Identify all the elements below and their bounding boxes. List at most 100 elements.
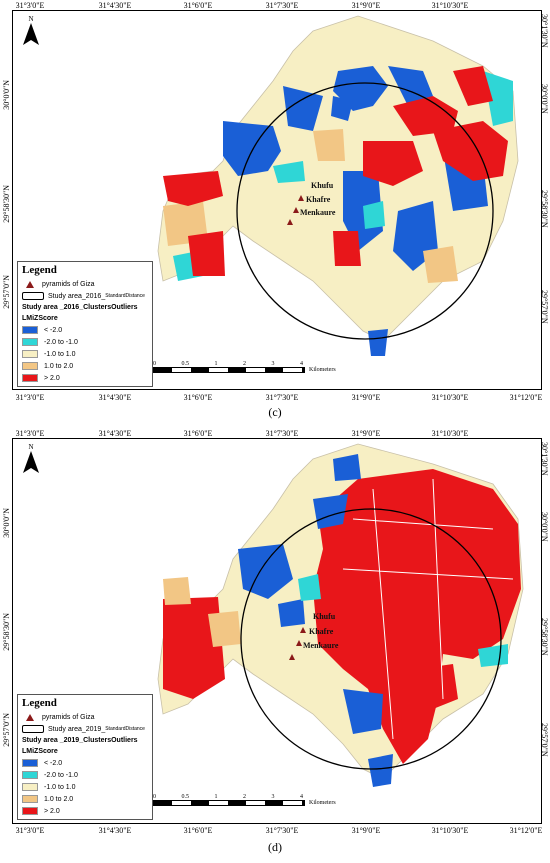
bottom-tick: 31°6'0"E bbox=[183, 826, 213, 835]
bottom-tick: 31°10'30"E bbox=[431, 826, 469, 835]
map-canvas bbox=[157, 443, 524, 787]
pyramid-marker-khafre bbox=[296, 640, 302, 646]
north-label: N bbox=[28, 443, 34, 451]
pyramid-label: Khufu bbox=[311, 181, 334, 190]
scale-tick: 3 bbox=[271, 361, 275, 367]
cluster-pos1-pos2 bbox=[163, 577, 191, 605]
study-area-symbol bbox=[22, 725, 44, 733]
cluster-lt-neg2 bbox=[368, 329, 388, 356]
right-tick: 30°1'30"N bbox=[540, 442, 549, 476]
swatch-neg2-neg1 bbox=[22, 771, 38, 779]
legend-class: < -2.0 bbox=[44, 326, 63, 334]
cluster-lt-neg2 bbox=[331, 96, 353, 121]
legend-clusters-heading: Study area _2016_ClustersOutliers bbox=[22, 304, 138, 311]
legend-label: pyramids of Giza bbox=[42, 280, 95, 288]
panel-caption: (d) bbox=[268, 840, 282, 854]
map-panel-d: 31°3'0"E 31°4'30"E 31°6'0"E 31°7'30"E 31… bbox=[0, 428, 550, 863]
scale-tick: 4 bbox=[300, 794, 303, 800]
panel-caption: (c) bbox=[268, 405, 282, 419]
scale-tick: 0 bbox=[153, 361, 156, 367]
left-tick: 29°57'0"N bbox=[2, 275, 11, 309]
cluster-lt-neg2 bbox=[343, 689, 383, 734]
right-tick: 29°57'0"N bbox=[540, 723, 549, 757]
left-tick: 29°57'0"N bbox=[2, 713, 11, 747]
legend: Legend pyramids of Giza Study area_2016_… bbox=[17, 261, 153, 387]
cluster-gt-pos2 bbox=[333, 231, 361, 266]
right-tick: 29°58'30"N bbox=[540, 190, 549, 228]
road-network bbox=[342, 478, 514, 740]
legend-class: < -2.0 bbox=[44, 759, 63, 767]
bottom-tick: 31°3'0"E bbox=[15, 826, 45, 835]
cluster-pos1-pos2 bbox=[313, 129, 345, 161]
pyramid-marker-khafre bbox=[293, 207, 299, 213]
pyramid-icon bbox=[26, 280, 34, 288]
cluster-neg2-neg1 bbox=[483, 71, 513, 126]
bottom-tick: 31°6'0"E bbox=[183, 393, 213, 402]
swatch-pos1-pos2 bbox=[22, 795, 38, 803]
left-tick: 29°58'30"N bbox=[2, 185, 11, 223]
scale-tick: 0.5 bbox=[181, 361, 190, 367]
swatch-gt-pos2 bbox=[22, 374, 38, 382]
legend-clusters-heading: Study area _2019_ClustersOutliers bbox=[22, 737, 138, 744]
cluster-lt-neg2 bbox=[313, 494, 348, 529]
cluster-gt-pos2 bbox=[163, 597, 225, 699]
top-tick: 31°10'30"E bbox=[431, 1, 469, 10]
cluster-lt-neg2 bbox=[223, 121, 281, 176]
scale-tick: 3 bbox=[271, 794, 275, 800]
top-tick: 31°7'30"E bbox=[265, 1, 299, 10]
swatch-lt-neg2 bbox=[22, 326, 38, 334]
legend-score-heading: LMiZScore bbox=[22, 748, 58, 755]
cluster-neg2-neg1 bbox=[273, 161, 305, 183]
top-tick: 31°9'0"E bbox=[351, 1, 381, 10]
bottom-tick: 31°4'30"E bbox=[98, 393, 132, 402]
legend-class: -2.0 to -1.0 bbox=[44, 771, 78, 779]
pyramid-label: Khafre bbox=[306, 195, 331, 204]
cluster-neg2-neg1 bbox=[298, 574, 321, 601]
right-tick: 29°58'30"N bbox=[540, 618, 549, 656]
map-frame: Khufu Khafre Menkaure N Legend pyramids … bbox=[12, 10, 542, 390]
swatch-pos1-pos2 bbox=[22, 362, 38, 370]
map-frame: Khufu Khafre Menkaure N Legend pyramids … bbox=[12, 438, 542, 824]
pyramid-label: Menkaure bbox=[303, 641, 339, 650]
bottom-tick: 31°12'0"E bbox=[509, 393, 543, 402]
pyramid-marker-khufu bbox=[298, 195, 304, 201]
legend-label: pyramids of Giza bbox=[42, 713, 95, 721]
cluster-gt-pos2 bbox=[363, 141, 423, 186]
pyramid-icon bbox=[26, 713, 34, 721]
cluster-pos1-pos2 bbox=[208, 611, 241, 647]
standard-distance-circle bbox=[236, 82, 494, 340]
scale-bar: 0 0.5 1 2 3 4 Kilometers bbox=[153, 794, 336, 806]
top-tick: 31°7'30"E bbox=[265, 429, 299, 438]
scale-tick: 2 bbox=[243, 361, 246, 367]
bottom-tick: 31°10'30"E bbox=[431, 393, 469, 402]
legend-label-suffix: StandardDistance bbox=[105, 726, 145, 732]
legend-score-heading: LMiZScore bbox=[22, 315, 58, 322]
right-tick: 29°57'0"N bbox=[540, 290, 549, 324]
swatch-gt-pos2 bbox=[22, 807, 38, 815]
cluster-gt-pos2 bbox=[393, 96, 458, 136]
standard-distance-circle bbox=[240, 508, 502, 770]
swatch-neg1-1 bbox=[22, 350, 38, 358]
scale-tick: 1 bbox=[214, 794, 218, 800]
cluster-lt-neg2 bbox=[283, 86, 323, 131]
top-tick: 31°4'30"E bbox=[98, 429, 132, 438]
pyramid-label: Menkaure bbox=[300, 208, 336, 217]
bottom-tick: 31°9'0"E bbox=[351, 826, 381, 835]
right-tick: 30°0'0"N bbox=[540, 84, 549, 114]
scale-unit: Kilometers bbox=[309, 800, 336, 806]
cluster-gt-pos2 bbox=[433, 121, 508, 181]
map-panel-c: 31°3'0"E 31°4'30"E 31°6'0"E 31°7'30"E 31… bbox=[0, 0, 550, 420]
legend-class: > 2.0 bbox=[44, 374, 60, 382]
swatch-neg2-neg1 bbox=[22, 338, 38, 346]
legend-class: 1.0 to 2.0 bbox=[44, 362, 74, 370]
pyramid-label: Khafre bbox=[309, 627, 334, 636]
scale-tick: 4 bbox=[300, 361, 303, 367]
legend-label: Study area_2019_ bbox=[48, 725, 106, 733]
left-tick: 30°0'0"N bbox=[2, 508, 11, 538]
cluster-lt-neg2 bbox=[278, 599, 305, 627]
top-tick: 31°6'0"E bbox=[183, 429, 213, 438]
cluster-neg2-neg1 bbox=[363, 201, 385, 229]
cluster-lt-neg2 bbox=[333, 454, 361, 481]
north-arrow-icon bbox=[23, 451, 39, 473]
bottom-tick: 31°7'30"E bbox=[265, 826, 299, 835]
